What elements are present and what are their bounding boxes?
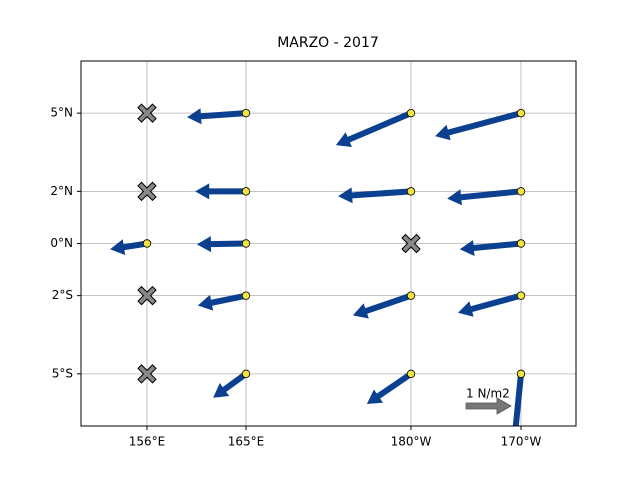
missing-marker xyxy=(401,233,421,254)
annotations: 156°E 165°E 180°W 170°W 5°N 2°N 0°N 2°S 5°S 1 N/m… xyxy=(50,106,541,449)
vector-origin xyxy=(516,108,526,118)
y-tick-label: 2°N xyxy=(50,184,73,198)
missing-marker xyxy=(137,364,157,384)
x-tick-label: 165°E xyxy=(228,435,265,449)
vector-origin xyxy=(142,239,152,248)
wind-vector xyxy=(338,187,412,204)
missing-marker xyxy=(137,103,157,123)
wind-vector xyxy=(458,292,522,317)
vector-origin xyxy=(241,239,251,248)
vector-origin xyxy=(241,369,251,379)
wind-vector xyxy=(197,292,247,311)
y-tick-label: 5°S xyxy=(52,366,73,380)
vector-origin xyxy=(406,291,416,300)
wind-vector xyxy=(195,183,246,200)
missing-marker xyxy=(137,285,157,306)
grid xyxy=(81,61,576,426)
wind-vector xyxy=(187,108,247,125)
wind-vector xyxy=(335,110,413,147)
y-tick-label: 2°S xyxy=(52,288,73,302)
vector-origin xyxy=(516,187,526,196)
plot-area xyxy=(110,103,526,426)
vector-origin xyxy=(516,369,526,379)
vector-origin xyxy=(406,187,416,196)
vector-origin xyxy=(406,108,416,118)
chart-title: MARZO - 2017 xyxy=(277,35,379,51)
wind-vector xyxy=(447,188,522,206)
wind-vector xyxy=(110,239,148,256)
wind-vector xyxy=(196,236,247,253)
wind-vector xyxy=(435,110,522,141)
x-tick-label: 180°W xyxy=(391,435,432,449)
vector-origin xyxy=(516,239,526,248)
y-tick-label: 0°N xyxy=(50,236,73,250)
vector-origin xyxy=(406,369,416,379)
key-label: 1 N/m2 xyxy=(466,387,510,401)
missing-marker xyxy=(137,181,157,202)
wind-vector xyxy=(512,373,524,426)
wind-vector xyxy=(459,240,522,256)
y-tick-label: 5°N xyxy=(50,106,73,120)
vector-origin xyxy=(241,108,251,118)
x-tick-label: 156°E xyxy=(129,435,166,449)
wind-vector xyxy=(366,371,413,404)
wind-vector xyxy=(213,371,248,398)
key-arrow xyxy=(465,397,512,415)
x-tick-label: 170°W xyxy=(501,435,542,449)
wind-vector xyxy=(352,292,412,319)
vector-origin xyxy=(516,291,526,300)
vector-origin xyxy=(241,187,251,196)
vector-origin xyxy=(241,291,251,300)
